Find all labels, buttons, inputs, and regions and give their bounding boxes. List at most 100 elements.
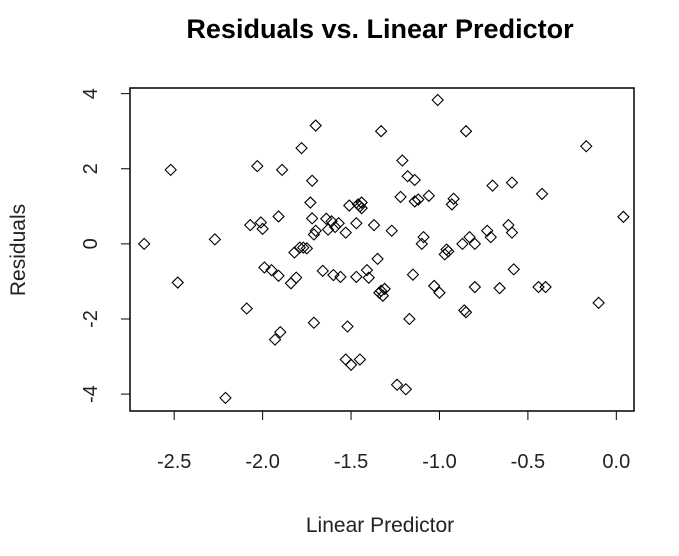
data-point	[579, 139, 593, 153]
data-point	[251, 159, 264, 173]
data-point	[408, 173, 421, 187]
chart-title: Residuals vs. Linear Predictor	[186, 14, 574, 44]
data-point	[433, 286, 446, 299]
data-point	[275, 163, 289, 177]
data-point	[374, 124, 388, 138]
data-point	[592, 296, 605, 310]
data-point	[463, 230, 476, 244]
y-tick-label: -2	[80, 310, 102, 328]
data-point	[408, 195, 421, 208]
data-point	[468, 237, 482, 251]
data-point	[417, 230, 430, 244]
data-point	[258, 261, 271, 274]
data-point	[332, 216, 345, 230]
data-point	[411, 193, 425, 206]
data-point	[137, 237, 151, 251]
data-point	[256, 222, 269, 236]
data-point	[502, 218, 515, 232]
data-point	[328, 220, 342, 234]
data-point	[457, 304, 471, 317]
data-point	[219, 391, 232, 405]
data-point	[378, 282, 391, 296]
data-point	[399, 382, 413, 396]
data-point	[243, 218, 257, 232]
data-point	[350, 216, 363, 230]
data-point	[440, 243, 453, 256]
data-point	[456, 237, 469, 251]
data-point	[376, 289, 390, 302]
data-point	[396, 154, 409, 167]
data-point	[355, 196, 368, 209]
data-point	[532, 280, 545, 294]
data-point	[431, 93, 444, 107]
data-point	[305, 174, 319, 188]
data-point	[316, 264, 330, 278]
data-point	[539, 280, 552, 294]
data-point	[493, 281, 506, 295]
data-point	[327, 268, 340, 282]
data-point	[374, 284, 388, 298]
data-point	[385, 224, 399, 237]
data-point	[293, 241, 307, 254]
data-point	[484, 230, 498, 244]
x-tick-label: -1.5	[334, 451, 368, 473]
x-tick-label: -2.5	[157, 451, 191, 473]
data-points	[137, 93, 630, 405]
data-point	[307, 228, 321, 241]
data-point	[350, 270, 363, 284]
data-point	[371, 252, 384, 266]
data-point	[438, 248, 452, 261]
x-axis: -2.5 -2.0 -1.5 -1.0 -0.5 0.0	[157, 410, 630, 473]
data-point	[447, 192, 460, 206]
data-point	[360, 263, 374, 277]
data-point	[295, 141, 308, 155]
y-tick-label: 4	[80, 88, 102, 99]
data-point	[403, 312, 416, 326]
x-axis-label: Linear Predictor	[306, 514, 454, 537]
data-point	[362, 271, 376, 284]
data-point	[321, 223, 335, 236]
data-point	[309, 119, 322, 132]
y-tick-label: -4	[80, 385, 102, 403]
y-tick-label: 2	[80, 163, 102, 174]
data-point	[480, 224, 494, 237]
data-point	[422, 189, 436, 203]
y-tick-label: 0	[80, 238, 102, 249]
data-point	[459, 305, 473, 319]
data-point	[406, 268, 420, 281]
data-point	[401, 169, 414, 183]
data-point	[320, 212, 333, 225]
data-point	[344, 358, 358, 372]
data-point	[445, 198, 459, 211]
data-point	[164, 163, 177, 177]
data-point	[309, 224, 322, 237]
data-point	[505, 176, 519, 189]
data-point	[507, 263, 521, 276]
data-point	[427, 279, 441, 293]
data-point	[272, 210, 285, 223]
data-point	[304, 196, 317, 209]
data-point	[305, 212, 319, 225]
x-tick-label: -0.5	[511, 451, 545, 473]
data-point	[468, 280, 482, 294]
data-point	[390, 378, 404, 391]
data-point	[300, 242, 314, 255]
data-point	[617, 210, 630, 224]
data-point	[307, 316, 321, 330]
x-tick-label: 0.0	[602, 451, 630, 473]
data-point	[535, 187, 549, 201]
x-tick-label: -2.0	[245, 451, 279, 473]
y-axis-label: Residuals	[7, 204, 30, 296]
data-point	[289, 271, 303, 284]
data-point	[297, 241, 310, 254]
data-point	[254, 216, 268, 229]
data-point	[339, 226, 353, 239]
data-point	[353, 353, 367, 366]
data-point	[367, 218, 381, 232]
data-point	[415, 237, 429, 251]
data-point	[325, 215, 338, 228]
data-point	[284, 277, 298, 290]
data-point	[208, 233, 222, 246]
data-point	[334, 270, 347, 284]
